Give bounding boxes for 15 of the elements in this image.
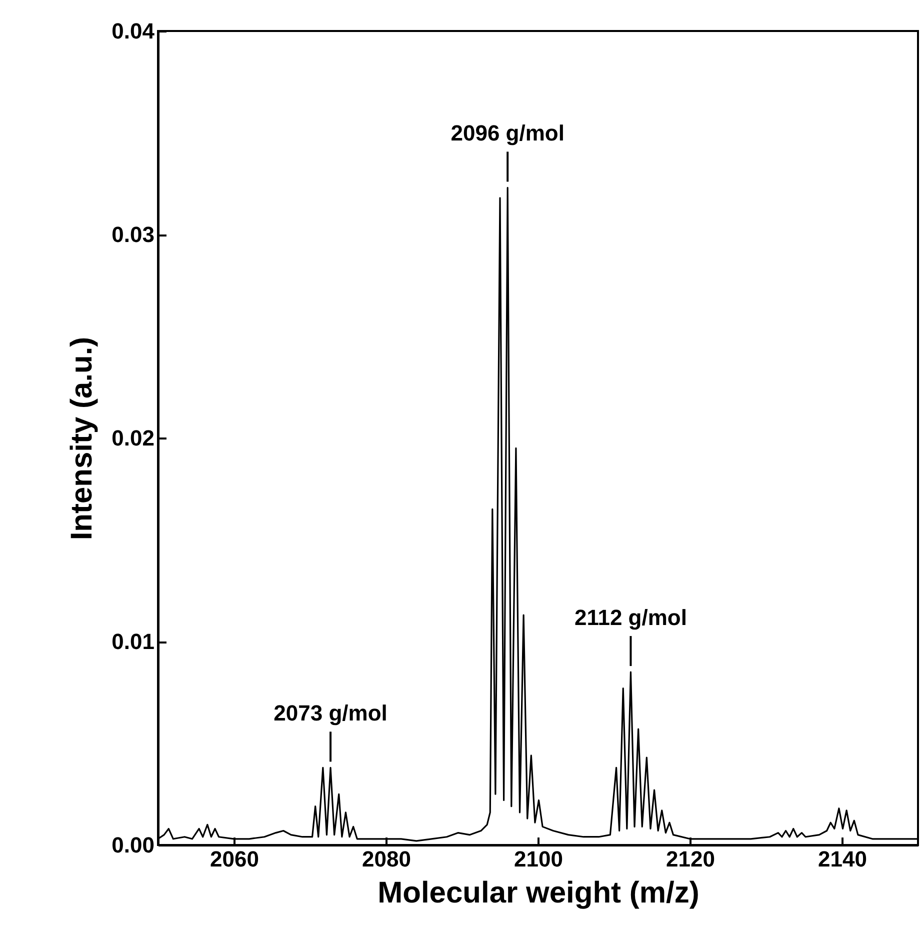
x-tick-label: 2080: [362, 846, 411, 872]
y-tick-label: 0.02: [112, 426, 154, 450]
x-axis-title: Molecular weight (m/z): [378, 876, 700, 910]
y-tick-label: 0.01: [112, 629, 154, 654]
y-tick-label: 0.04: [112, 18, 156, 44]
x-tick-label: 2120: [666, 846, 715, 872]
y-tick-label: 0.03: [112, 222, 154, 247]
x-tick-label: 2100: [514, 846, 563, 872]
x-tick-label: 2140: [818, 846, 867, 872]
annotation: 2073 g/mol: [274, 700, 388, 726]
y-tick-label: 0.00: [112, 832, 154, 858]
x-tick-label: 2060: [210, 846, 259, 872]
annotation: 2096 g/mol: [450, 120, 564, 146]
annotation: 2112 g/mol: [574, 605, 687, 630]
y-axis-title: Intensity (a.u.): [66, 336, 99, 540]
